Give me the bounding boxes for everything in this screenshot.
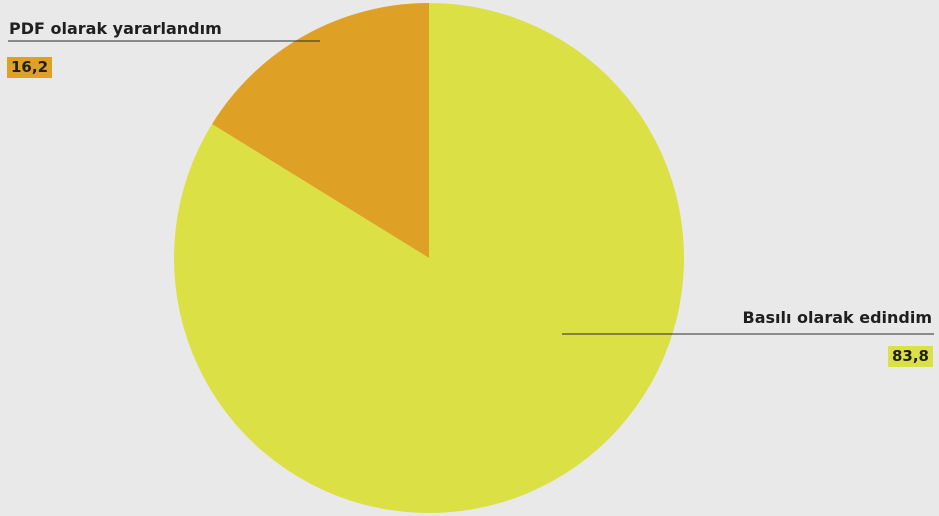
pie-slice-printed [174, 3, 685, 513]
pie-slice-pdf [211, 3, 429, 258]
slice-label-printed: Basılı olarak edindim [742, 308, 933, 327]
slice-value-badge-pdf: 16,2 [7, 57, 53, 78]
slice-value-badge-printed: 83,8 [887, 346, 933, 367]
slice-label-pdf: PDF olarak yararlandım [9, 19, 222, 38]
